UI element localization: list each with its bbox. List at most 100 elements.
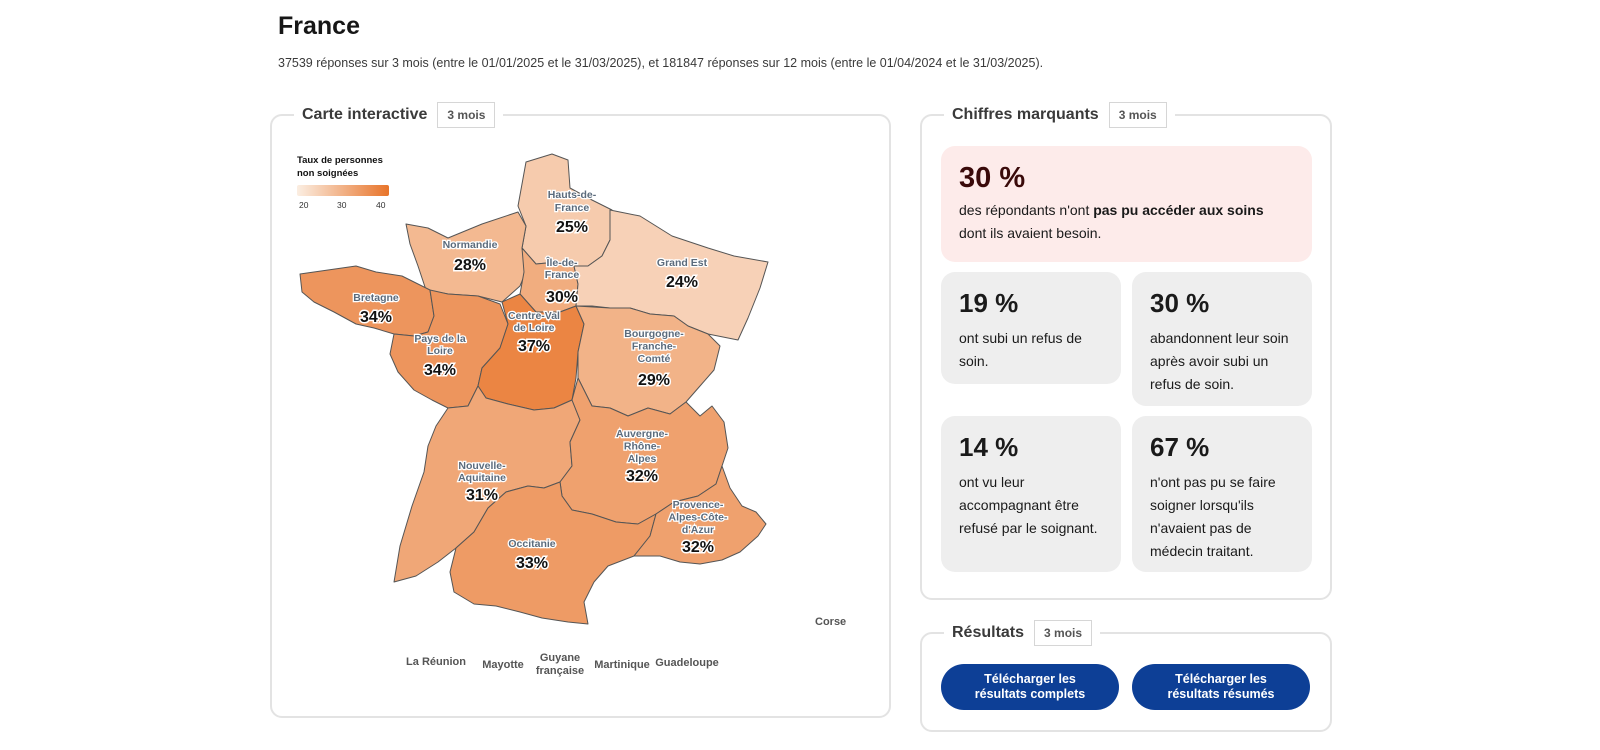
legend-title-line2: non soignées <box>297 168 358 179</box>
legend-tick-40: 40 <box>376 200 386 210</box>
main-stat-value: 30 % <box>959 162 1026 194</box>
value-cvl: 37% <box>518 338 550 355</box>
key-card-title: Chiffres marquants <box>952 106 1099 123</box>
region-labels: Hauts-de-France 25% Normandie 28% Île-de… <box>352 188 729 574</box>
value-normandie: 28% <box>454 257 486 274</box>
overseas-guadeloupe[interactable]: Guadeloupe <box>655 657 719 669</box>
label-cvl-1: Centre-Val <box>508 310 560 322</box>
label-occitanie: Occitanie <box>508 538 555 550</box>
map-period-badge[interactable]: 3 mois <box>437 102 496 128</box>
label-bfc-3: Comté <box>638 353 671 365</box>
key-card-header: Chiffres marquants 3 mois <box>944 102 1175 128</box>
key-figures-card: Chiffres marquants 3 mois 30 % des répon… <box>920 102 1332 600</box>
label-paca-1: Provence- <box>673 499 724 511</box>
main-stat-text: des répondants n'ont pas pu accéder aux … <box>959 199 1294 245</box>
label-ara-3: Alpes <box>628 453 657 465</box>
svg-text:Auvergne-Rhône-Alpes: Auvergne-Rhône-Alpes <box>616 428 668 465</box>
legend-tick-20: 20 <box>299 200 309 210</box>
value-occitanie: 33% <box>516 555 548 572</box>
main-stat-text-after: dont ils avaient besoin. <box>959 225 1102 241</box>
value-pdl: 34% <box>424 362 456 379</box>
map-card-title: Carte interactive <box>302 106 428 123</box>
stat-card-refus: 19 % ont subi un refus de soin. <box>941 272 1121 384</box>
download-full-line1: Télécharger les <box>984 672 1076 686</box>
stat-text-refus: ont subi un refus de soin. <box>959 330 1082 369</box>
svg-text:Hauts-de-France: Hauts-de-France <box>548 189 597 214</box>
label-na-1: Nouvelle- <box>458 460 506 472</box>
label-idf-1: Île-de- <box>546 256 578 269</box>
download-full-line2: résultats complets <box>974 687 1086 701</box>
label-cvl-2: de Loire <box>514 322 555 334</box>
value-hdf: 25% <box>556 219 588 236</box>
results-card-title: Résultats <box>952 624 1025 641</box>
stat-value-accompagnant: 14 % <box>959 432 1019 462</box>
stat-value-refus: 19 % <box>959 288 1019 318</box>
svg-text:Île-de-France: Île-de-France <box>545 256 580 281</box>
label-bfc-1: Bourgogne- <box>624 328 684 340</box>
svg-text:Nouvelle-Aquitaine: Nouvelle-Aquitaine <box>458 460 506 484</box>
value-ara: 32% <box>626 468 658 485</box>
label-hdf-2: France <box>555 202 590 214</box>
main-stat-card: 30 % des répondants n'ont pas pu accéder… <box>941 146 1312 262</box>
label-paca-2: Alpes-Côte- <box>669 512 728 524</box>
download-summary-line1: Télécharger les <box>1175 672 1267 686</box>
label-normandie: Normandie <box>443 239 498 251</box>
label-pdl-1: Pays de la <box>414 333 466 345</box>
value-grand-est: 24% <box>666 274 698 291</box>
label-grand-est: Grand Est <box>657 257 708 269</box>
svg-text:Provence-Alpes-Côte-d'Azur: Provence-Alpes-Côte-d'Azur <box>669 499 728 536</box>
overseas-guyane[interactable]: Guyane française <box>536 652 584 677</box>
results-card: Résultats 3 mois Télécharger les résultat… <box>920 620 1332 732</box>
label-ara-2: Rhône- <box>624 441 661 453</box>
label-paca-3: d'Azur <box>682 524 714 536</box>
stat-card-abandon: 30 % abandonnent leur soin après avoir s… <box>1132 272 1312 406</box>
region-provence-alpes-cote-dazur[interactable] <box>633 465 767 565</box>
download-summary-results-button[interactable]: Télécharger les résultats résumés <box>1132 664 1310 710</box>
label-pdl-2: Loire <box>427 345 453 357</box>
overseas-territories: La Réunion Mayotte Guyane française Marti… <box>406 652 719 677</box>
stat-text-abandon: abandonnent leur soin après avoir subi u… <box>1150 330 1289 392</box>
overseas-guyane-1: Guyane <box>540 652 580 664</box>
map-card-header: Carte interactive 3 mois <box>294 102 504 128</box>
label-idf-2: France <box>545 269 580 281</box>
svg-text:Bourgogne-Franche-Comté: Bourgogne-Franche-Comté <box>624 328 684 365</box>
overseas-la-reunion[interactable]: La Réunion <box>406 656 466 668</box>
legend-title-line1: Taux de personnes <box>297 155 383 166</box>
overseas-martinique[interactable]: Martinique <box>594 659 650 671</box>
overseas-mayotte[interactable]: Mayotte <box>482 659 524 671</box>
response-count-summary: 37539 réponses sur 3 mois (entre le 01/0… <box>278 56 1044 70</box>
regions-shapes <box>299 153 769 625</box>
interactive-map-card: Taux de personnes non soignées 20 30 40 … <box>270 102 891 718</box>
legend-tick-30: 30 <box>337 200 347 210</box>
legend-color-scale <box>297 185 389 196</box>
label-hdf-1: Hauts-de- <box>548 189 597 201</box>
overseas-guyane-2: française <box>536 665 584 677</box>
stat-value-abandon: 30 % <box>1150 288 1210 318</box>
stat-text-medecin: n'ont pas pu se faire soigner lorsqu'ils… <box>1150 474 1276 559</box>
key-period-badge[interactable]: 3 mois <box>1108 102 1167 128</box>
results-period-badge[interactable]: 3 mois <box>1034 620 1093 646</box>
value-paca: 32% <box>682 539 714 556</box>
label-bfc-2: Franche- <box>632 341 677 353</box>
value-idf: 30% <box>546 289 578 306</box>
download-summary-line2: résultats résumés <box>1167 687 1275 701</box>
stat-text-accompagnant: ont vu leur accompagnant être refusé par… <box>959 474 1098 536</box>
corse-label[interactable]: Corse <box>815 616 846 628</box>
stat-card-accompagnant: 14 % ont vu leur accompagnant être refus… <box>941 416 1121 572</box>
value-bretagne: 34% <box>360 309 392 326</box>
label-bretagne: Bretagne <box>353 292 399 304</box>
download-full-results-button[interactable]: Télécharger les résultats complets <box>941 664 1119 710</box>
results-card-header: Résultats 3 mois <box>944 620 1101 646</box>
map-legend: Taux de personnes non soignées 20 30 40 <box>297 155 389 210</box>
france-regions-map: Taux de personnes non soignées 20 30 40 … <box>297 153 846 677</box>
page-title: France <box>278 12 360 40</box>
label-na-2: Aquitaine <box>458 472 506 484</box>
value-na: 31% <box>466 487 498 504</box>
value-bfc: 29% <box>638 372 670 389</box>
stat-value-medecin: 67 % <box>1150 432 1210 462</box>
label-ara-1: Auvergne- <box>616 428 668 440</box>
main-stat-text-bold: pas pu accéder aux soins <box>1093 202 1264 218</box>
stat-card-medecin: 67 % n'ont pas pu se faire soigner lorsq… <box>1132 416 1312 572</box>
